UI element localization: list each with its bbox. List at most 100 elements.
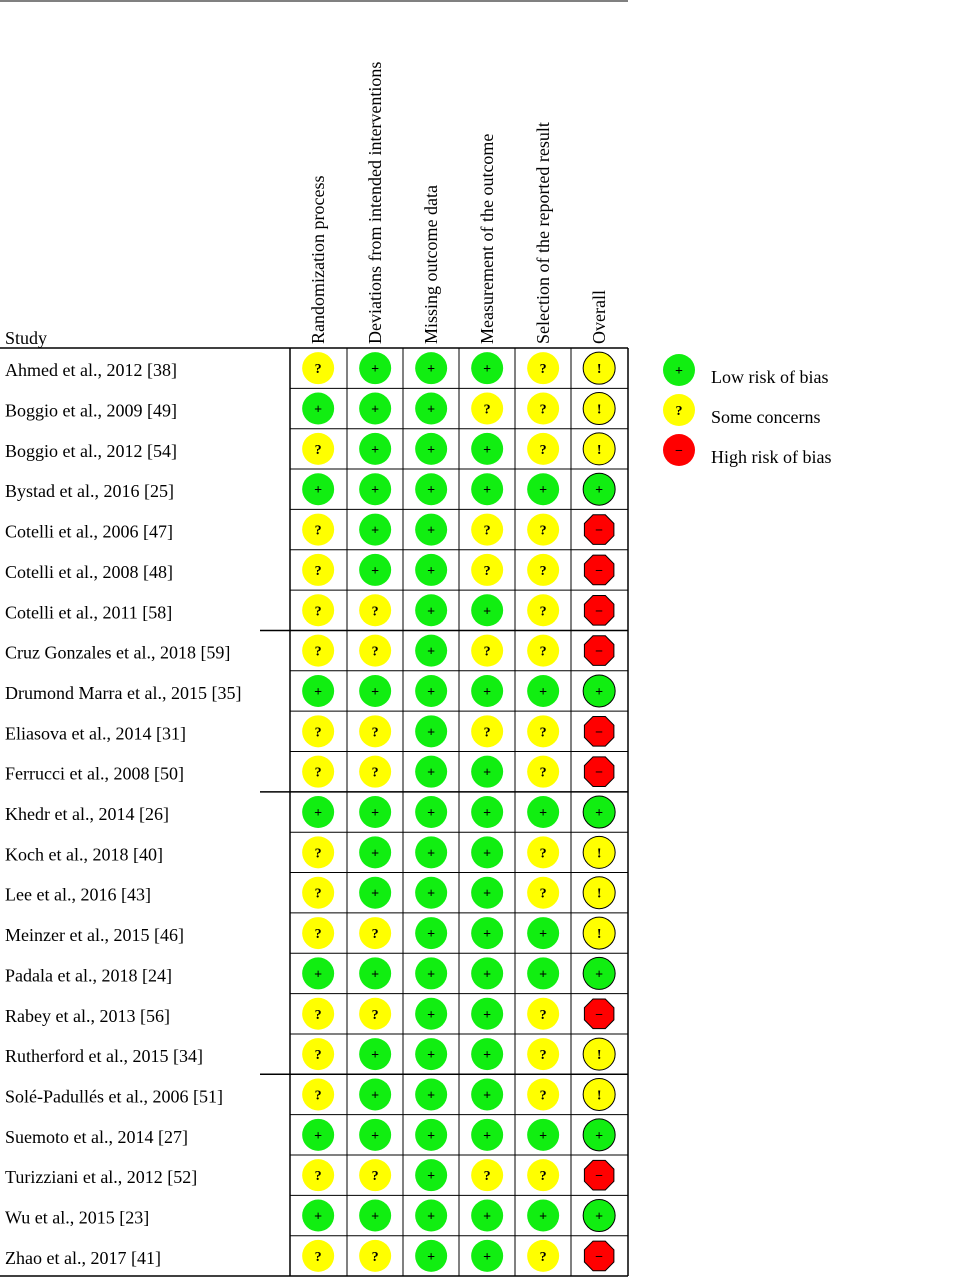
- rating-mark-low: +: [471, 473, 504, 506]
- rating-symbol: +: [427, 1250, 435, 1265]
- rating-mark-low: +: [415, 513, 448, 546]
- study-name: Turizziani et al., 2012 [52]: [5, 1167, 197, 1187]
- rating-mark-some: ?: [527, 392, 560, 425]
- rating-symbol: +: [483, 1008, 491, 1023]
- rating-symbol: ?: [372, 604, 379, 619]
- rating-mark-low: +: [415, 876, 448, 909]
- rating-symbol: ?: [540, 524, 547, 539]
- rating-symbol: ?: [315, 1169, 322, 1184]
- rating-mark-high: −: [583, 514, 615, 545]
- rating-symbol: +: [483, 362, 491, 377]
- rating-symbol: +: [483, 1088, 491, 1103]
- rating-symbol: +: [371, 362, 379, 377]
- rating-mark-low: +: [359, 352, 392, 385]
- rating-mark-low: +: [302, 473, 335, 506]
- study-name: Boggio et al., 2009 [49]: [5, 401, 177, 421]
- rating-mark-some: ?: [527, 836, 560, 869]
- rating-symbol: +: [371, 483, 379, 498]
- rating-mark-low: +: [471, 352, 504, 385]
- rating-symbol: ?: [315, 362, 322, 377]
- rating-mark-some: ?: [527, 634, 560, 667]
- rating-mark-some: ?: [471, 715, 504, 748]
- rating-symbol: +: [427, 806, 435, 821]
- rating-symbol: ?: [484, 645, 491, 660]
- rating-mark-low: +: [582, 1199, 616, 1233]
- rating-symbol: +: [371, 564, 379, 579]
- rating-symbol: ?: [315, 443, 322, 458]
- rating-mark-high: −: [583, 595, 615, 626]
- rating-symbol: +: [427, 362, 435, 377]
- study-row: Zhao et al., 2017 [41]?? + +? −: [5, 1239, 615, 1272]
- study-row: Solé-Padullés et al., 2006 [51]? + + +?!: [5, 1077, 616, 1111]
- rating-symbol: ?: [315, 766, 322, 781]
- study-row: Turizziani et al., 2012 [52]?? +?? −: [5, 1159, 615, 1192]
- rating-symbol: ?: [315, 725, 322, 740]
- study-row: Boggio et al., 2009 [49] + + +??!: [5, 392, 616, 426]
- rating-symbol: −: [595, 645, 603, 660]
- rating-mark-some: ?: [527, 1239, 560, 1272]
- rating-mark-some: ?: [359, 997, 392, 1030]
- rating-mark-low: +: [582, 956, 616, 990]
- study-row: Ahmed et al., 2012 [38]? + + +?!: [5, 351, 616, 385]
- rating-mark-some: ?: [527, 594, 560, 627]
- rating-symbol: ?: [540, 1250, 547, 1265]
- rating-symbol: +: [427, 1210, 435, 1225]
- rating-symbol: +: [427, 685, 435, 700]
- rating-mark-low: +: [359, 553, 392, 586]
- rating-symbol: +: [371, 887, 379, 902]
- rating-symbol: +: [371, 685, 379, 700]
- rating-symbol: +: [483, 887, 491, 902]
- rating-mark-low: +: [302, 796, 335, 829]
- study-name: Cotelli et al., 2011 [58]: [5, 602, 172, 622]
- rating-mark-some: ?: [302, 1038, 335, 1071]
- study-name: Cruz Gonzales et al., 2018 [59]: [5, 643, 230, 663]
- rating-symbol: !: [597, 443, 602, 458]
- rating-mark-some: ?: [471, 392, 504, 425]
- rating-mark-some: ?: [302, 352, 335, 385]
- legend: + Low risk of bias? Some concerns − High ris…: [663, 354, 832, 467]
- rating-symbol: −: [595, 766, 603, 781]
- study-name: Ahmed et al., 2012 [38]: [5, 360, 177, 380]
- rating-mark-low: +: [471, 836, 504, 869]
- rating-mark-low: +: [582, 674, 616, 708]
- study-row: Khedr et al., 2014 [26] + + + + + +: [5, 795, 616, 829]
- rating-mark-some: ?: [359, 917, 392, 950]
- rating-symbol: ?: [315, 846, 322, 861]
- rating-symbol: !: [597, 927, 602, 942]
- rating-symbol: ?: [372, 1250, 379, 1265]
- rating-mark-low: +: [302, 1118, 335, 1151]
- legend-label: Low risk of bias: [711, 367, 828, 387]
- rating-mark-high: −: [583, 1159, 615, 1191]
- rating-symbol: −: [595, 604, 603, 619]
- domain-header-4: Measurement of the outcome: [477, 134, 497, 344]
- rating-mark-some: ?: [527, 1078, 560, 1111]
- rating-symbol: ?: [540, 766, 547, 781]
- legend-symbol: ?: [676, 404, 683, 419]
- study-column-header: Study: [5, 328, 47, 348]
- study-row: Meinzer et al., 2015 [46]?? + + +!: [5, 916, 616, 950]
- study-name: Wu et al., 2015 [23]: [5, 1208, 149, 1228]
- rating-mark-low: +: [359, 1118, 392, 1151]
- legend-label: Some concerns: [711, 407, 820, 427]
- study-row: Suemoto et al., 2014 [27] + + + + + +: [5, 1118, 616, 1152]
- rating-mark-some: ?: [527, 1038, 560, 1071]
- study-row: Cruz Gonzales et al., 2018 [59]?? +?? −: [5, 634, 615, 667]
- study-row: Cotelli et al., 2006 [47]? + +?? −: [5, 513, 615, 546]
- rating-symbol: ?: [372, 927, 379, 942]
- rating-mark-low: +: [471, 1038, 504, 1071]
- rating-mark-low: +: [471, 1078, 504, 1111]
- domain-header-5: Selection of the reported result: [533, 122, 553, 344]
- rating-mark-low: +: [359, 1199, 392, 1232]
- rating-symbol: +: [483, 1250, 491, 1265]
- rating-mark-low: +: [415, 1038, 448, 1071]
- rating-mark-low: +: [527, 796, 560, 829]
- rating-mark-low: +: [527, 957, 560, 990]
- rating-symbol: ?: [372, 766, 379, 781]
- rating-symbol: +: [371, 846, 379, 861]
- rating-mark-some: ?: [302, 836, 335, 869]
- rating-symbol: +: [371, 1210, 379, 1225]
- rating-symbol: ?: [540, 443, 547, 458]
- rating-mark-some: ?: [302, 1159, 335, 1192]
- rating-mark-low: +: [415, 715, 448, 748]
